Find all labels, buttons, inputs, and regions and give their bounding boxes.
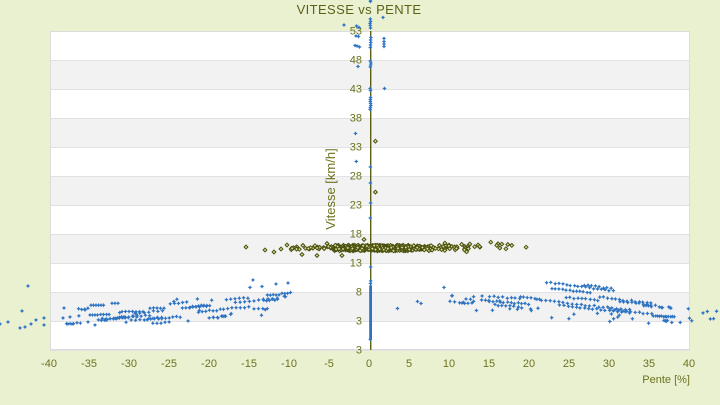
svg-text:-15: -15 bbox=[241, 358, 257, 370]
svg-text:-30: -30 bbox=[121, 358, 137, 370]
svg-text:18: 18 bbox=[350, 229, 362, 241]
svg-text:Vitesse [km/h]: Vitesse [km/h] bbox=[323, 148, 338, 229]
svg-text:23: 23 bbox=[350, 200, 362, 212]
svg-text:-35: -35 bbox=[81, 358, 97, 370]
svg-text:40: 40 bbox=[683, 358, 695, 370]
svg-text:20: 20 bbox=[523, 358, 535, 370]
svg-text:8: 8 bbox=[356, 287, 362, 299]
svg-text:25: 25 bbox=[563, 358, 575, 370]
svg-text:-40: -40 bbox=[41, 358, 57, 370]
svg-text:15: 15 bbox=[483, 358, 495, 370]
svg-text:13: 13 bbox=[350, 258, 362, 270]
svg-text:43: 43 bbox=[350, 84, 362, 96]
svg-text:28: 28 bbox=[350, 171, 362, 183]
svg-text:-10: -10 bbox=[281, 358, 297, 370]
svg-text:-25: -25 bbox=[161, 358, 177, 370]
svg-text:-5: -5 bbox=[324, 358, 334, 370]
svg-text:Pente [%]: Pente [%] bbox=[642, 374, 690, 386]
svg-text:3: 3 bbox=[356, 345, 362, 357]
svg-text:33: 33 bbox=[350, 142, 362, 154]
svg-text:5: 5 bbox=[406, 358, 412, 370]
svg-text:VITESSE vs PENTE: VITESSE vs PENTE bbox=[297, 2, 422, 17]
svg-text:3: 3 bbox=[356, 316, 362, 328]
svg-text:38: 38 bbox=[350, 113, 362, 125]
svg-text:30: 30 bbox=[603, 358, 615, 370]
svg-text:-20: -20 bbox=[201, 358, 217, 370]
svg-text:10: 10 bbox=[443, 358, 455, 370]
svg-text:48: 48 bbox=[350, 55, 362, 67]
svg-text:35: 35 bbox=[643, 358, 655, 370]
svg-text:0: 0 bbox=[366, 358, 372, 370]
